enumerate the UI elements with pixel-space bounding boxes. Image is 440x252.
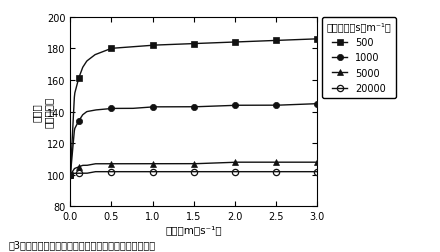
Y-axis label: 蒸散量
（相対値）: 蒸散量 （相対値） (32, 97, 54, 128)
Legend: 500, 1000, 5000, 20000: 500, 1000, 5000, 20000 (322, 18, 396, 99)
Text: 図3　貯蔵果実の蒸散量に対する風速、果皮抵抗の影響: 図3 貯蔵果実の蒸散量に対する風速、果皮抵抗の影響 (9, 239, 156, 249)
X-axis label: 風速（m・s⁻¹）: 風速（m・s⁻¹） (165, 224, 222, 234)
